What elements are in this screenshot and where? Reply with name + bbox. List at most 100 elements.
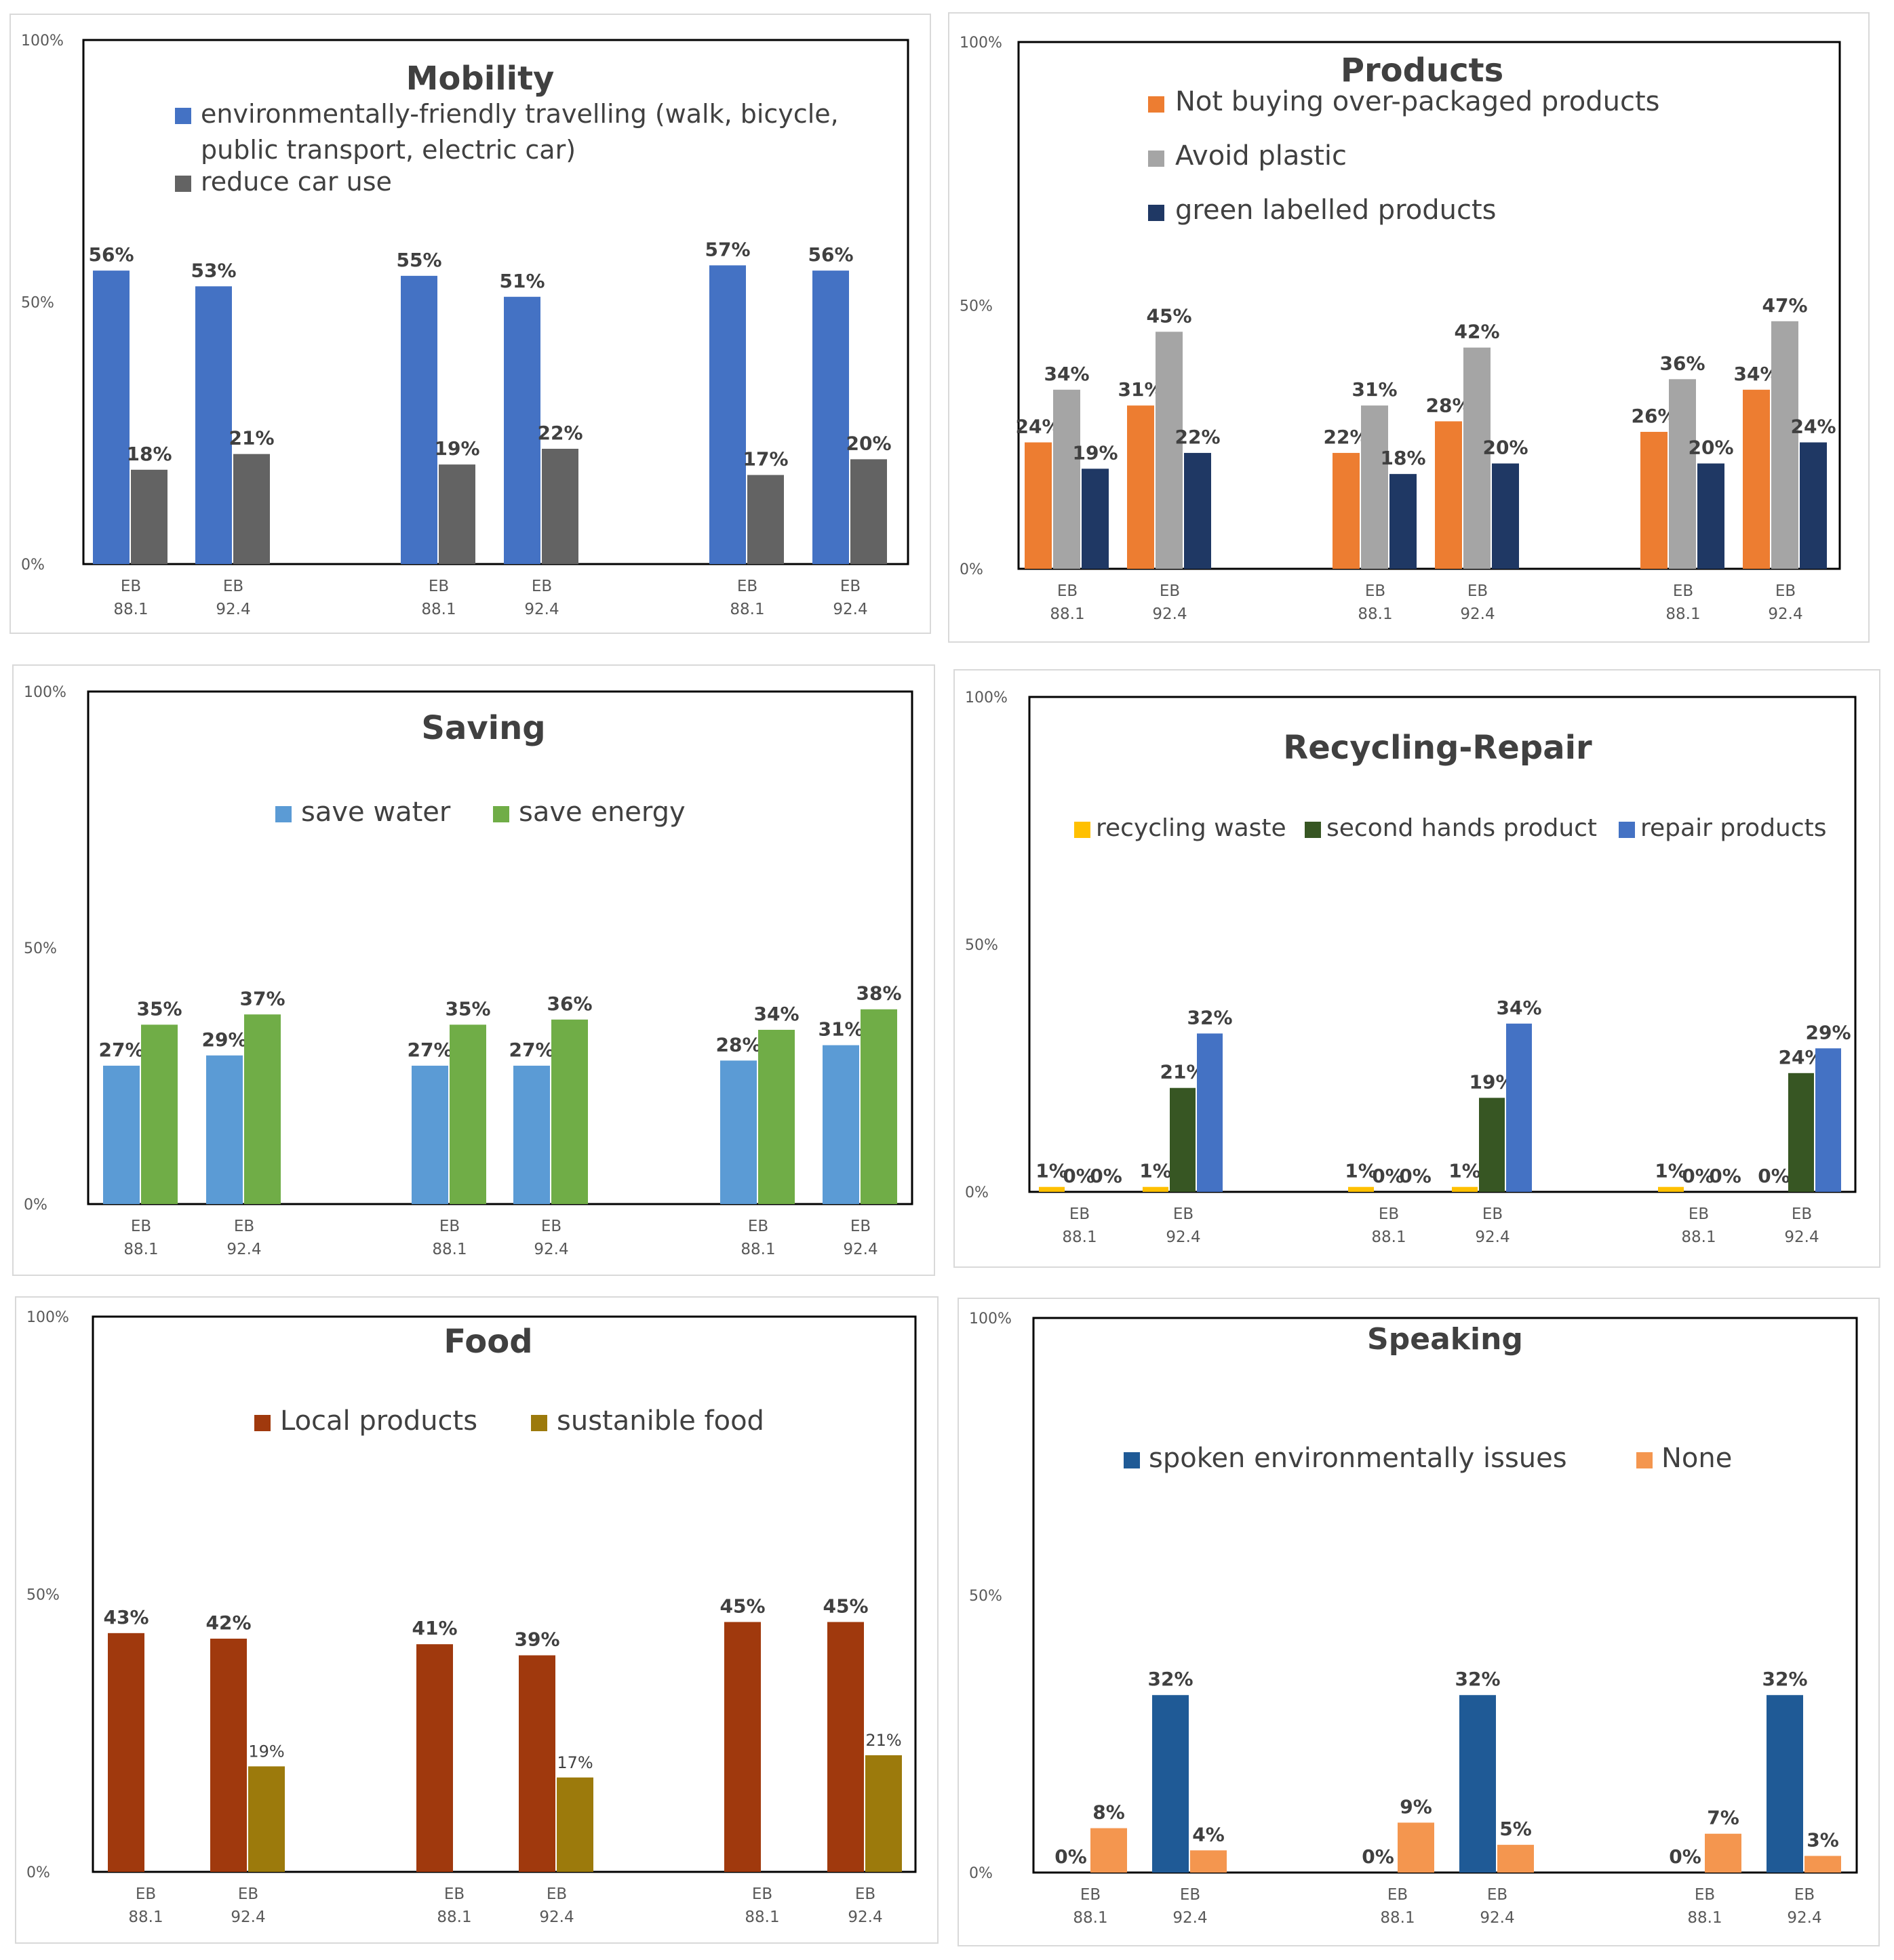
chart-title: Saving — [421, 709, 545, 747]
x-tick-label: 92.4 — [833, 601, 867, 618]
bar-environmentally-friendly-travelling-walk-bicycle-public-transport-electric-car — [401, 275, 437, 564]
x-tick-label: EB — [1387, 1886, 1408, 1904]
legend-label: save water — [301, 797, 451, 828]
plot-area-frame — [1017, 41, 1841, 570]
legend-swatch-none — [1636, 1452, 1653, 1468]
x-tick-label: 88.1 — [741, 1241, 775, 1258]
data-label: 20% — [1688, 437, 1733, 459]
bar-not-buying-over-packaged-products — [1025, 442, 1052, 569]
x-tick-label: 92.4 — [226, 1241, 261, 1258]
data-label: 24% — [1790, 416, 1836, 438]
data-label: 55% — [396, 249, 441, 271]
data-label: 32% — [1187, 1006, 1232, 1028]
speaking-chart-panel: 100% 50% 0% Speaking spoken environmentally … — [958, 1298, 1880, 1946]
recycling-chart-svg: 100% 50% 0% Recycling-Repair recycling waste… — [965, 689, 1857, 1246]
x-tick-label: 88.1 — [1050, 605, 1084, 623]
bar-reduce-car-use — [233, 454, 270, 564]
data-label: 29% — [201, 1028, 247, 1051]
data-label: 20% — [1482, 437, 1528, 459]
bar-local-products — [210, 1639, 247, 1872]
bar-sustanible-food — [865, 1755, 902, 1872]
data-label: 0% — [1362, 1845, 1394, 1868]
data-label: 56% — [808, 243, 853, 266]
bar-save-water — [206, 1055, 243, 1204]
x-tick-label: 88.1 — [1062, 1228, 1097, 1246]
plot-area-frame — [92, 1315, 917, 1873]
bar-save-energy — [141, 1024, 178, 1204]
y-tick-label: 50% — [969, 1588, 1002, 1605]
bar-environmentally-friendly-travelling-walk-bicycle-public-transport-electric-car — [504, 296, 540, 564]
bar-not-buying-over-packaged-products — [1640, 431, 1668, 569]
legend-label: environmentally-friendly travelling (wal… — [201, 99, 839, 129]
x-tick-label: 88.1 — [113, 601, 148, 618]
y-tick-label: 50% — [26, 1587, 60, 1604]
x-tick-label: EB — [444, 1885, 465, 1903]
x-tick-label: EB — [547, 1885, 567, 1903]
bar-recycling-waste — [1039, 1186, 1065, 1192]
data-label: 18% — [126, 443, 172, 465]
legend-label: recycling waste — [1096, 814, 1286, 842]
chart-title: Products — [1341, 52, 1503, 89]
saving-chart-panel: 100% 50% 0% Saving save water save energy 27% 2… — [12, 664, 935, 1276]
data-label: 38% — [856, 982, 901, 1005]
x-tick-label: EB — [429, 578, 449, 595]
x-tick-label: 88.1 — [421, 601, 456, 618]
bar-environmentally-friendly-travelling-walk-bicycle-public-transport-electric-car — [812, 271, 849, 564]
legend-swatch-repair-products — [1619, 822, 1635, 838]
y-tick-label: 0% — [24, 1197, 47, 1214]
x-tick-label: EB — [1379, 1205, 1399, 1223]
bar-not-buying-over-packaged-products — [1127, 405, 1154, 569]
x-tick-label: 88.1 — [123, 1241, 158, 1258]
bar-local-products — [108, 1633, 144, 1872]
bar-not-buying-over-packaged-products — [1333, 453, 1360, 569]
x-tick-label: 92.4 — [848, 1908, 882, 1926]
data-label: 39% — [514, 1628, 559, 1651]
bar-none — [1804, 1856, 1841, 1873]
bar-recycling-waste — [1143, 1186, 1168, 1192]
plot-area-frame — [87, 690, 913, 1205]
x-tick-label: EB — [1057, 582, 1078, 600]
x-tick-label: 88.1 — [745, 1908, 779, 1926]
mobility-chart-panel: 100% 50% 0% Mobility environmentally-friendl… — [9, 14, 931, 634]
x-tick-label: EB — [1173, 1205, 1193, 1223]
x-tick-label: 88.1 — [128, 1908, 163, 1926]
legend-label: save energy — [519, 797, 686, 828]
x-tick-label: 88.1 — [1371, 1228, 1406, 1246]
bar-spoken-environmentally-issues — [1767, 1695, 1803, 1873]
legend-label: repair products — [1640, 814, 1827, 842]
bar-green-labelled-products — [1697, 463, 1724, 569]
x-tick-label: EB — [840, 578, 861, 595]
data-label: 1% — [1345, 1160, 1377, 1182]
data-label: 5% — [1499, 1818, 1532, 1840]
data-label: 36% — [547, 993, 592, 1015]
x-tick-label: 92.4 — [231, 1908, 265, 1926]
bar-save-energy — [861, 1009, 897, 1204]
legend-swatch-save-water — [275, 806, 292, 822]
y-tick-label: 50% — [24, 940, 57, 957]
bar-environmentally-friendly-travelling-walk-bicycle-public-transport-electric-car — [93, 271, 130, 564]
bar-spoken-environmentally-issues — [1152, 1695, 1189, 1873]
x-tick-label: 92.4 — [1787, 1909, 1821, 1927]
x-tick-label: EB — [238, 1885, 258, 1903]
x-tick-label: 92.4 — [1768, 605, 1802, 623]
legend-swatch-recycling-waste — [1074, 822, 1090, 838]
y-tick-label: 50% — [21, 295, 54, 312]
bar-avoid-plastic — [1156, 332, 1183, 569]
data-label: 8% — [1092, 1801, 1125, 1824]
data-label: 0% — [1054, 1845, 1087, 1868]
legend-label: Not buying over-packaged products — [1175, 86, 1660, 117]
x-tick-label: EB — [752, 1885, 772, 1903]
x-tick-label: 88.1 — [1681, 1228, 1716, 1246]
data-label: 35% — [445, 997, 490, 1020]
data-label: 41% — [412, 1617, 457, 1639]
x-tick-label: EB — [121, 578, 141, 595]
x-tick-label: EB — [136, 1885, 156, 1903]
speaking-chart-svg: 100% 50% 0% Speaking spoken environmentally … — [969, 1311, 1858, 1927]
x-tick-label: 88.1 — [1380, 1909, 1415, 1927]
data-label: 29% — [1805, 1021, 1851, 1043]
x-tick-label: 92.4 — [1172, 1909, 1207, 1927]
chart-title: Food — [443, 1323, 532, 1361]
data-label: 0% — [1709, 1165, 1741, 1187]
data-label: 7% — [1707, 1807, 1739, 1829]
